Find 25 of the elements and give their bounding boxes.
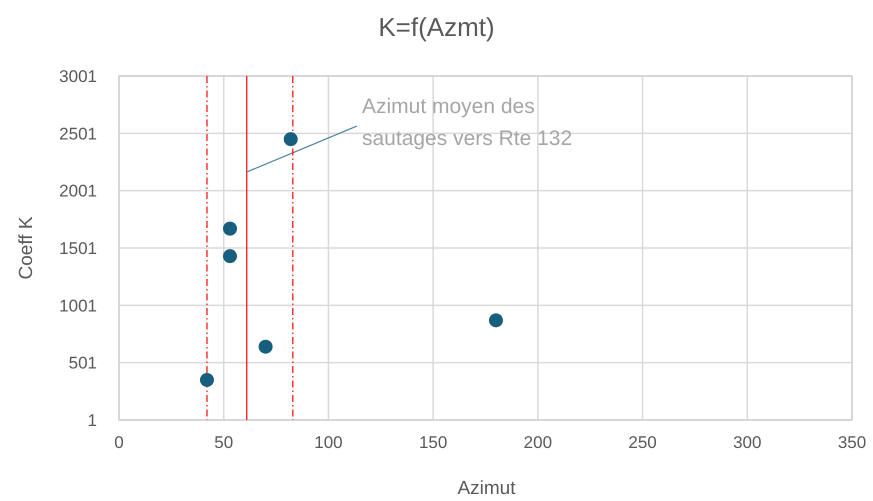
x-tick-label: 150 (418, 433, 448, 452)
chart-title: K=f(Azmt) (378, 12, 495, 42)
y-tick-label: 2501 (59, 124, 97, 144)
x-tick-label: 250 (628, 433, 657, 452)
point (258, 340, 273, 354)
x-tick-label: 300 (733, 433, 762, 452)
x-axis-title: Azimut (457, 478, 516, 499)
point (284, 132, 298, 146)
point (488, 313, 503, 328)
y-tick-label: 1001 (59, 296, 97, 316)
y-axis-title: Coeff K (16, 216, 37, 280)
x-tick-label: 200 (524, 433, 552, 452)
y-tick-label: 2001 (59, 182, 97, 201)
x-tick-label: 350 (838, 433, 866, 452)
x-tick-label: 100 (314, 433, 343, 452)
x-tick-label: 0 (114, 433, 124, 452)
y-tick-label: 501 (68, 354, 97, 373)
y-tick-label: 1501 (59, 238, 97, 258)
point (222, 222, 237, 236)
x-tick-label: 50 (214, 433, 234, 452)
point (222, 249, 237, 264)
ref-line-label: Azimut moyen des sautages vers Rte 132 (362, 95, 572, 150)
point (200, 372, 214, 387)
y-tick-label: 3001 (59, 66, 97, 86)
y-tick-label: 1 (88, 410, 97, 430)
